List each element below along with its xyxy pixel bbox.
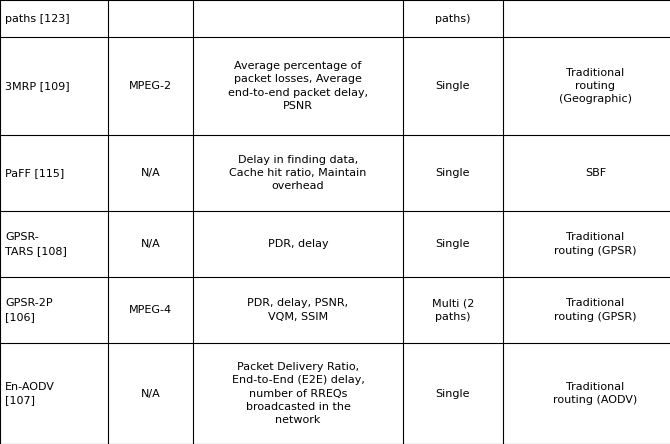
Text: Traditional
routing (AODV): Traditional routing (AODV) (553, 382, 638, 405)
Text: N/A: N/A (141, 388, 160, 399)
Text: N/A: N/A (141, 239, 160, 249)
Text: Single: Single (436, 239, 470, 249)
Text: Single: Single (436, 388, 470, 399)
Text: Multi (2
paths): Multi (2 paths) (431, 298, 474, 321)
Text: paths [123]: paths [123] (5, 13, 70, 24)
Text: MPEG-4: MPEG-4 (129, 305, 172, 315)
Text: Packet Delivery Ratio,
End-to-End (E2E) delay,
number of RREQs
broadcasted in th: Packet Delivery Ratio, End-to-End (E2E) … (232, 362, 364, 425)
Text: Delay in finding data,
Cache hit ratio, Maintain
overhead: Delay in finding data, Cache hit ratio, … (229, 155, 366, 191)
Text: PaFF [115]: PaFF [115] (5, 168, 64, 178)
Text: Traditional
routing (GPSR): Traditional routing (GPSR) (554, 298, 636, 321)
Text: En-AODV
[107]: En-AODV [107] (5, 382, 55, 405)
Text: GPSR-
TARS [108]: GPSR- TARS [108] (5, 232, 67, 256)
Text: Single: Single (436, 168, 470, 178)
Text: Traditional
routing (GPSR): Traditional routing (GPSR) (554, 232, 636, 256)
Text: MPEG-2: MPEG-2 (129, 81, 172, 91)
Text: Single: Single (436, 81, 470, 91)
Text: SBF: SBF (585, 168, 606, 178)
Text: PDR, delay: PDR, delay (268, 239, 328, 249)
Text: N/A: N/A (141, 168, 160, 178)
Text: paths): paths) (436, 13, 471, 24)
Text: Traditional
routing
(Geographic): Traditional routing (Geographic) (559, 68, 632, 104)
Text: Average percentage of
packet losses, Average
end-to-end packet delay,
PSNR: Average percentage of packet losses, Ave… (228, 61, 368, 111)
Text: 3MRP [109]: 3MRP [109] (5, 81, 70, 91)
Text: GPSR-2P
[106]: GPSR-2P [106] (5, 298, 53, 321)
Text: PDR, delay, PSNR,
VQM, SSIM: PDR, delay, PSNR, VQM, SSIM (247, 298, 348, 321)
